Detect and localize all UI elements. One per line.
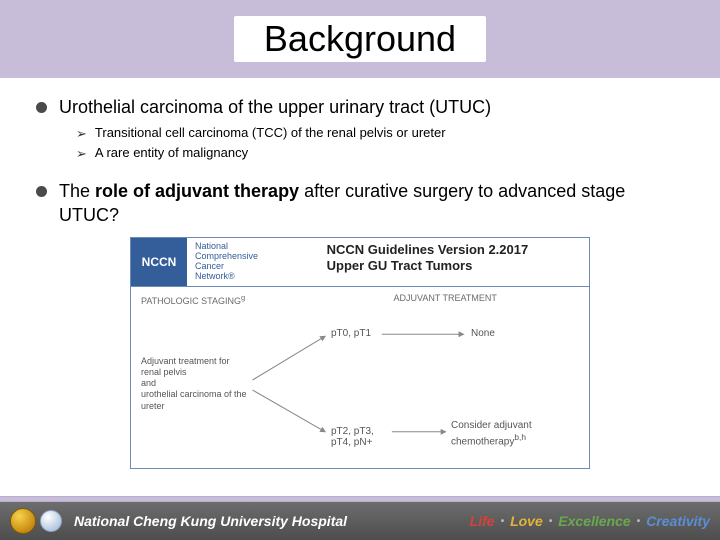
guideline-panel: NCCN National Comprehensive Cancer Netwo… <box>130 237 590 469</box>
content-area: Urothelial carcinoma of the upper urinar… <box>0 78 720 469</box>
col-adjuvant: ADJUVANT TREATMENT <box>364 293 579 306</box>
col-pathologic: PATHOLOGIC STAGINGg <box>141 293 364 306</box>
bullet-2-text: The role of adjuvant therapy after curat… <box>59 180 684 227</box>
bullet-2-bold: role of adjuvant therapy <box>95 181 299 201</box>
nccn-org: National Comprehensive Cancer Network® <box>195 242 311 282</box>
sub-item-text: Transitional cell carcinoma (TCC) of the… <box>95 125 446 140</box>
bullet-disc-icon <box>36 102 47 113</box>
guideline-header-right: National Comprehensive Cancer Network® <box>187 238 319 286</box>
chevron-right-icon: ➢ <box>76 146 87 162</box>
node-stage-high: pT2, pT3, pT4, pN+ <box>331 426 374 448</box>
bullet-1: Urothelial carcinoma of the upper urinar… <box>36 96 684 119</box>
slide-title: Background <box>234 16 486 62</box>
guideline-columns: PATHOLOGIC STAGINGg ADJUVANT TREATMENT <box>131 287 589 308</box>
value-creativity: Creativity <box>646 513 710 529</box>
footer-values: Life • Love • Excellence • Creativity <box>470 513 710 529</box>
footer: National Cheng Kung University Hospital … <box>0 496 720 540</box>
value-excellence: Excellence <box>558 513 630 529</box>
bullet-2: The role of adjuvant therapy after curat… <box>36 180 684 227</box>
dot-icon: • <box>549 516 553 527</box>
guideline-title-2: Upper GU Tract Tumors <box>327 258 581 274</box>
sub-item: ➢ A rare entity of malignancy <box>76 145 684 162</box>
hospital-name: National Cheng Kung University Hospital <box>74 513 347 529</box>
flow-diagram: Adjuvant treatment for renal pelvis and … <box>131 308 589 468</box>
node-treatment-none: None <box>471 328 495 339</box>
guideline-header: NCCN National Comprehensive Cancer Netwo… <box>131 238 589 287</box>
node-source: Adjuvant treatment for renal pelvis and … <box>141 356 251 412</box>
value-love: Love <box>510 513 543 529</box>
nccn-logo: NCCN <box>131 238 187 286</box>
bullet-disc-icon <box>36 186 47 197</box>
footer-bar: National Cheng Kung University Hospital … <box>0 502 720 540</box>
crest-icon <box>10 508 36 534</box>
node-treatment-chemo: Consider adjuvant chemotherapyb,h <box>451 420 571 448</box>
sub-item-text: A rare entity of malignancy <box>95 145 248 160</box>
value-life: Life <box>470 513 495 529</box>
seal-icon <box>40 510 62 532</box>
bullet-2-prefix: The <box>59 181 95 201</box>
bullet-1-text: Urothelial carcinoma of the upper urinar… <box>59 96 491 119</box>
guideline-title-1: NCCN Guidelines Version 2.2017 <box>327 242 581 258</box>
dot-icon: • <box>501 516 505 527</box>
title-band: Background <box>0 0 720 78</box>
dot-icon: • <box>637 516 641 527</box>
bullet-1-sublist: ➢ Transitional cell carcinoma (TCC) of t… <box>76 125 684 162</box>
node-stage-low: pT0, pT1 <box>331 328 371 339</box>
chevron-right-icon: ➢ <box>76 126 87 142</box>
sub-item: ➢ Transitional cell carcinoma (TCC) of t… <box>76 125 684 142</box>
guideline-title-block: NCCN Guidelines Version 2.2017 Upper GU … <box>319 238 589 286</box>
